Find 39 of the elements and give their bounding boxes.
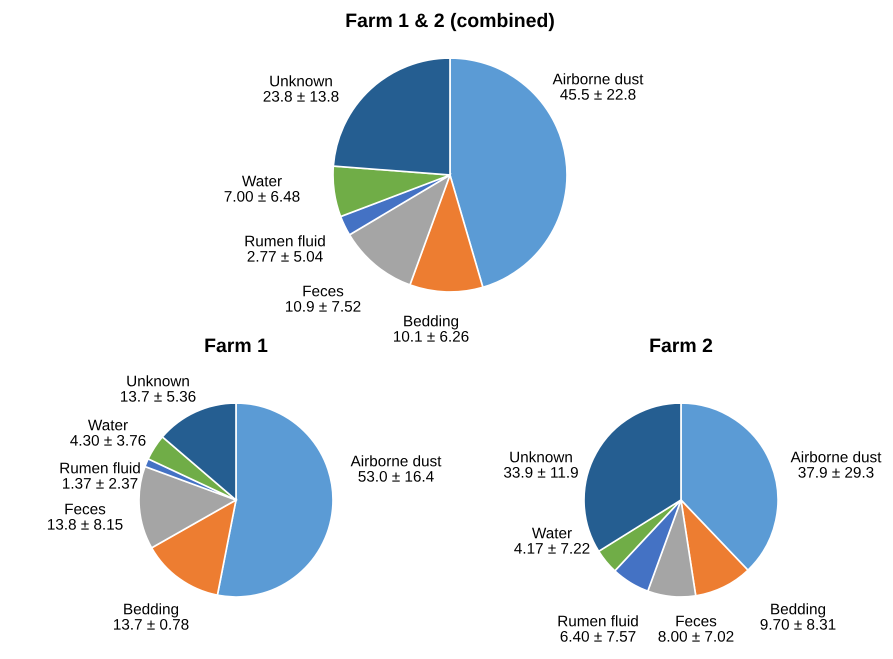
data-label: 10.9 ± 7.52 — [286, 300, 360, 312]
chart-title: Farm 2 — [650, 338, 712, 352]
data-label: 4.30 ± 3.76 — [70, 434, 146, 446]
slice-label: Airborne dust — [552, 73, 644, 84]
data-label: 4.17 ± 7.22 — [514, 542, 590, 554]
slice-label: Water — [242, 176, 282, 186]
slice-label: Water — [532, 528, 572, 538]
data-label: 8.00 ± 7.02 — [658, 630, 734, 642]
slice-label: Rumen fluid — [245, 235, 325, 246]
data-label: 7.00 ± 6.48 — [224, 190, 300, 202]
data-label: 23.8 ± 13.8 — [264, 90, 339, 102]
data-label: 6.40 ± 7.57 — [560, 630, 636, 642]
slice-label: Unknown — [127, 375, 189, 386]
data-label: 2.77 ± 5.04 — [248, 250, 323, 262]
slice-label: Feces — [303, 286, 344, 296]
slice-label: Unknown — [510, 451, 572, 462]
chart-title: Farm 1 — [205, 338, 268, 352]
slice-label: Bedding — [404, 315, 458, 330]
data-label: 33.9 ± 11.9 — [504, 466, 578, 478]
slice-label: Rumen fluid — [60, 462, 140, 474]
data-label: 13.7 ± 0.78 — [114, 618, 189, 630]
data-label: 53.0 ± 16.4 — [358, 470, 434, 482]
data-label: 13.8 ± 8.15 — [48, 518, 123, 530]
slice-label: Rumen fluid — [558, 615, 638, 626]
slice-label: Bedding — [124, 603, 178, 618]
slice-label: Bedding — [771, 603, 826, 618]
slice-label: Unknown — [270, 75, 332, 86]
data-label: 10.1 ± 6.26 — [394, 330, 469, 342]
slice-label: Airborne dust — [790, 451, 882, 462]
data-label: 9.70 ± 8.31 — [760, 618, 836, 630]
data-label: 45.5 ± 22.8 — [560, 88, 636, 100]
slice-label: Feces — [676, 616, 716, 626]
slice-label: Airborne dust — [350, 455, 442, 466]
chart-title: Farm 1 & 2 (combined) — [346, 12, 554, 32]
data-label: 1.37 ± 2.37 — [62, 478, 138, 489]
data-label: 13.7 ± 5.36 — [120, 390, 196, 402]
slice-label: Feces — [65, 504, 106, 514]
data-label: 37.9 ± 29.3 — [798, 466, 874, 478]
slice-label: Water — [88, 420, 128, 430]
